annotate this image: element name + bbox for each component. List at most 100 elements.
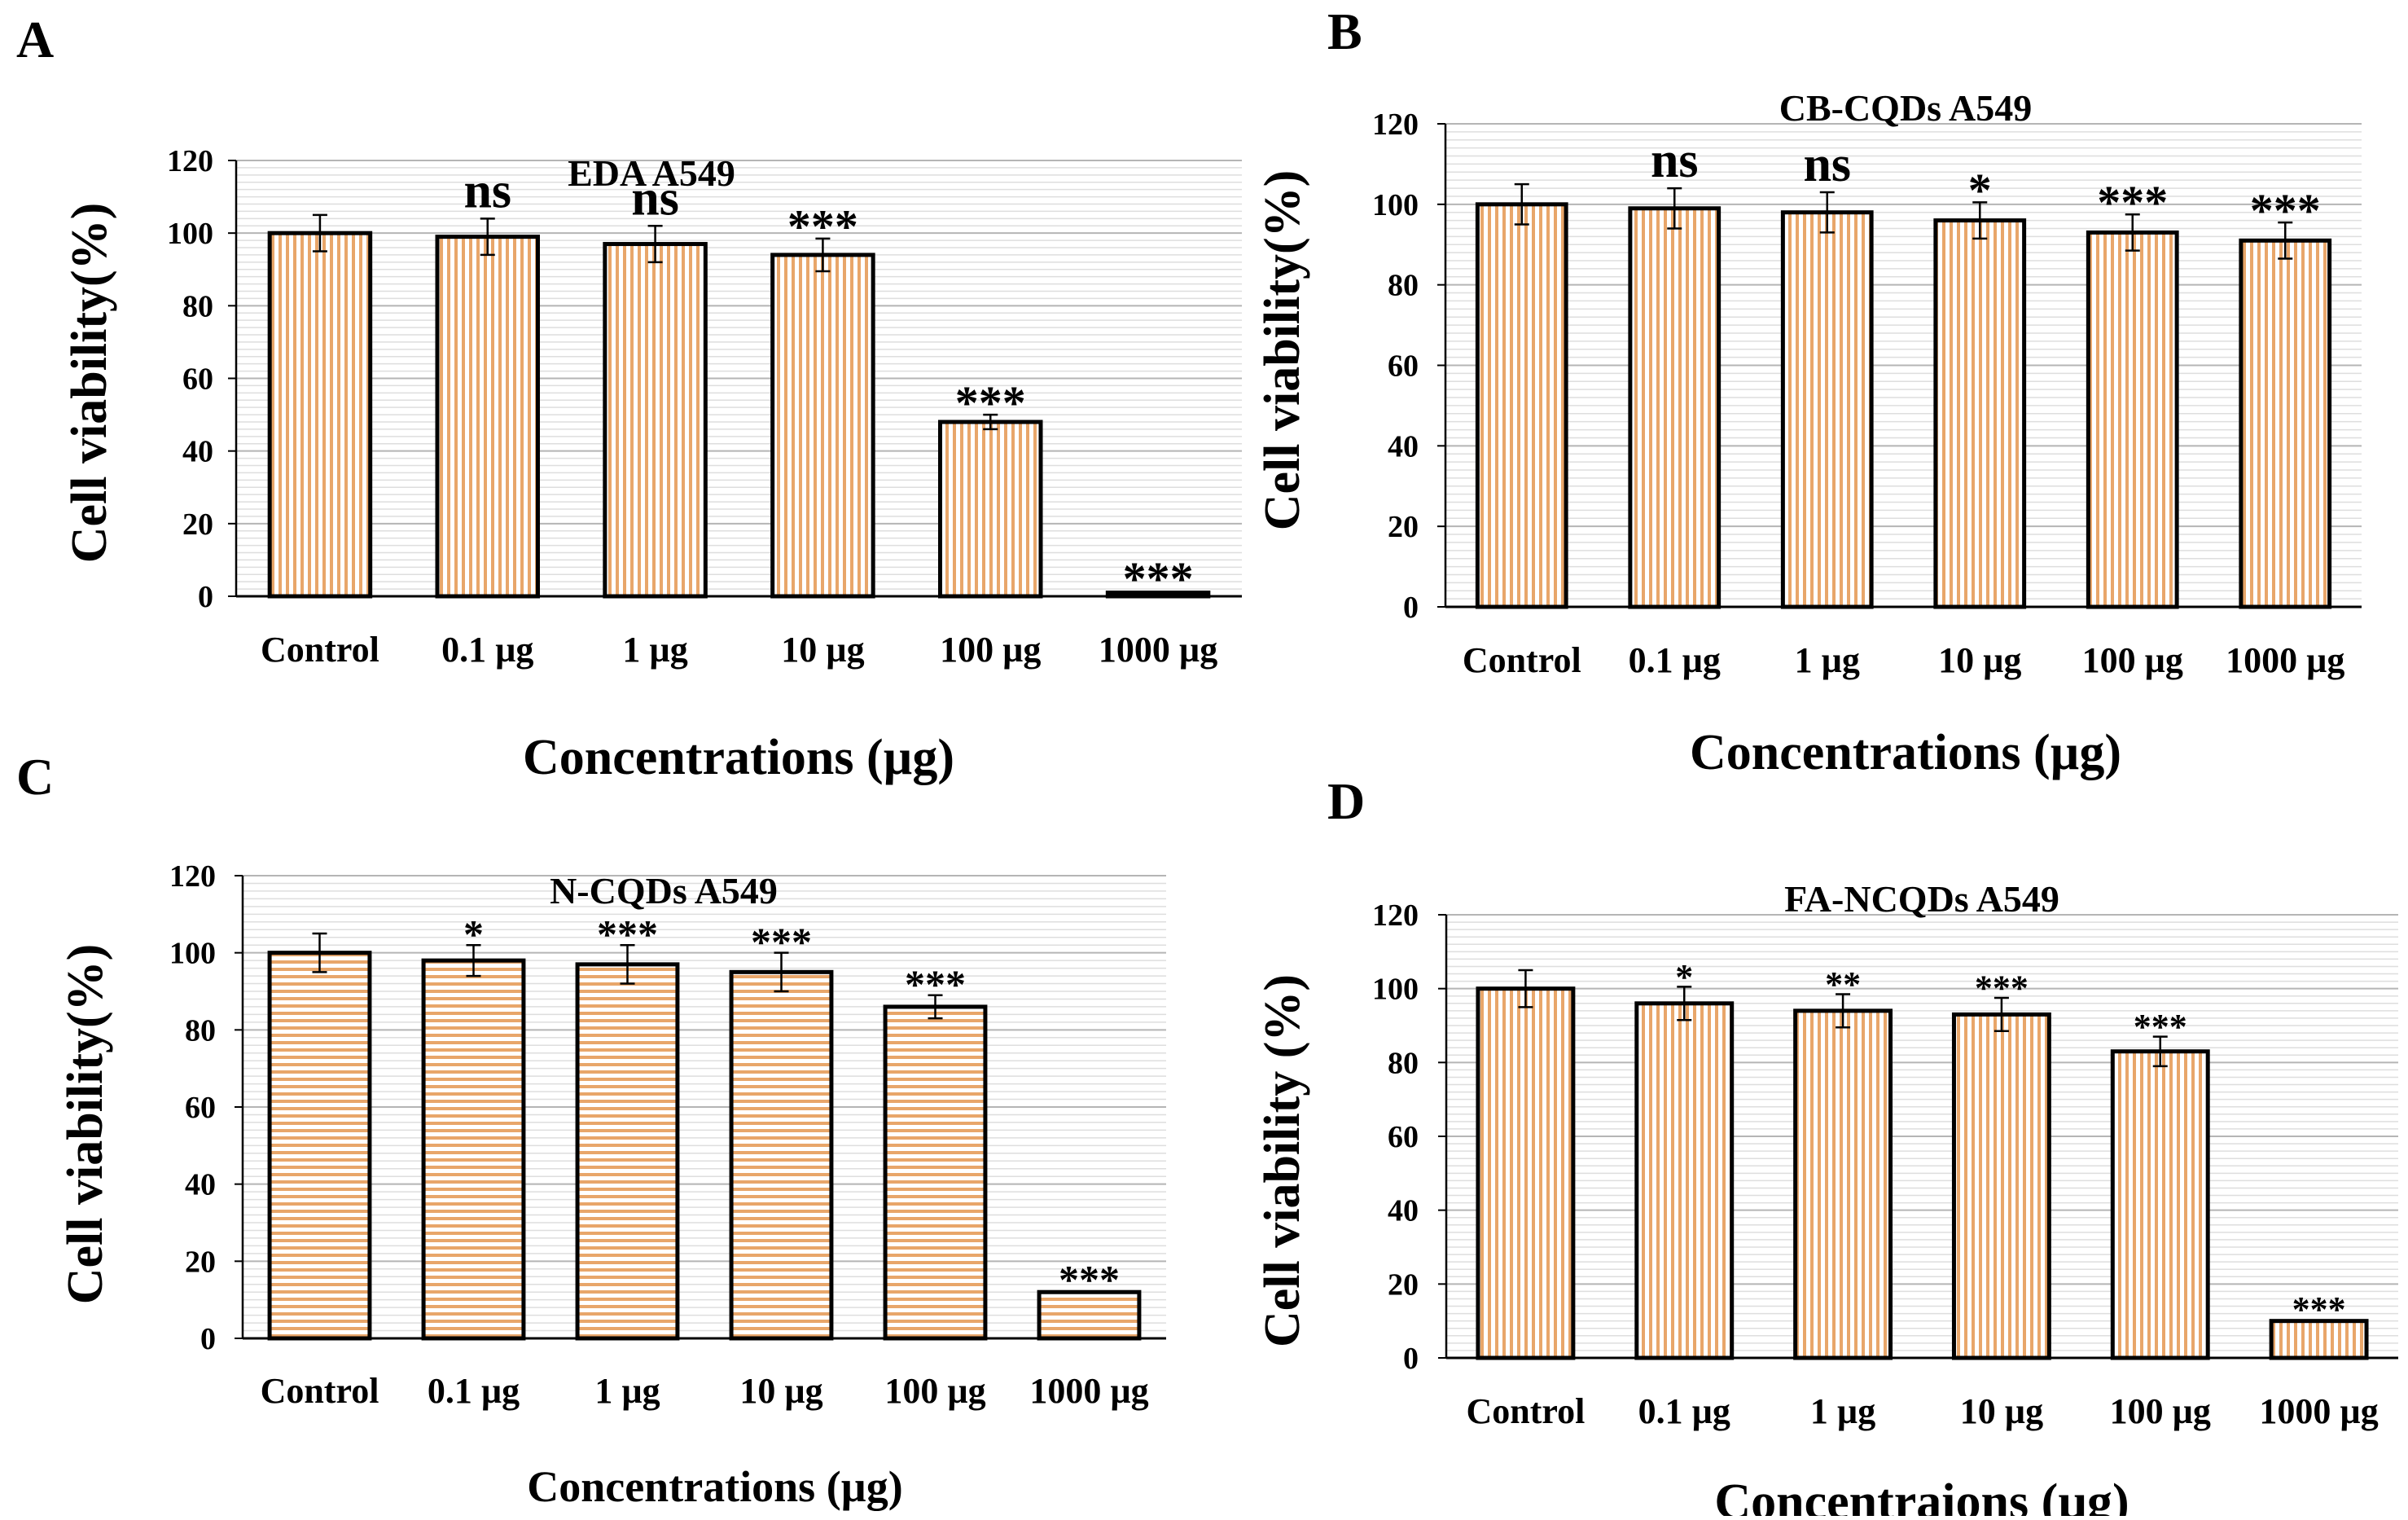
error-bar: [1677, 986, 1692, 1021]
bar-4: [729, 969, 834, 1341]
significance-label: *: [1968, 164, 1992, 217]
error-bar: [480, 217, 495, 257]
y-axis-title: Cell viability (%): [1255, 974, 1310, 1347]
significance-label: **: [1825, 964, 1861, 1004]
bar-4: [770, 253, 875, 599]
panel-letter: D: [1327, 772, 1365, 830]
error-bar: [983, 413, 998, 431]
y-tick-label: 60: [182, 362, 213, 397]
y-tick-label: 80: [1388, 1046, 1419, 1080]
y-tick-label: 100: [1372, 973, 1419, 1007]
x-category-label: 1000 µg: [2259, 1391, 2378, 1431]
bar-1: [267, 231, 373, 599]
y-tick-label: 60: [1388, 349, 1419, 384]
error-bar: [647, 225, 663, 264]
x-category-label: 1 µg: [594, 1371, 660, 1411]
bar-2: [1634, 1001, 1735, 1360]
bar-5: [883, 1004, 988, 1341]
bar-6: [2269, 1319, 2369, 1360]
bar-1: [1475, 202, 1568, 609]
bar-6: [1037, 1289, 1142, 1341]
x-category-label: Control: [1463, 640, 1581, 680]
x-category-label: 10 µg: [781, 630, 864, 670]
panel-letter: A: [16, 11, 54, 68]
x-category-label: Control: [261, 1371, 379, 1411]
error-bar: [2278, 221, 2293, 260]
x-category-label: 1000 µg: [1099, 630, 1217, 670]
bar-5: [2086, 230, 2179, 609]
y-tick-label: 100: [167, 217, 213, 251]
x-category-label: 1 µg: [622, 630, 687, 670]
x-category-label: 0.1 µg: [1638, 1391, 1730, 1431]
y-axis-title: Cell viability(%): [58, 944, 113, 1305]
bar-1: [1476, 986, 1576, 1360]
x-axis-title: Concentrations (µg): [523, 730, 954, 785]
error-bar: [1514, 182, 1529, 226]
y-tick-label: 40: [1388, 429, 1419, 463]
x-category-label: 1000 µg: [2226, 640, 2344, 680]
bar-2: [421, 958, 526, 1341]
x-category-label: 0.1 µg: [441, 630, 533, 670]
y-axis-title: Cell viability(%): [62, 203, 117, 564]
bar-4: [1933, 218, 2027, 609]
x-category-label: 100 µg: [2110, 1391, 2211, 1431]
y-tick-label: 120: [169, 859, 216, 894]
y-tick-label: 20: [1388, 510, 1419, 544]
x-category-label: 1 µg: [1795, 640, 1860, 680]
error-bar: [928, 994, 943, 1020]
significance-label: ns: [463, 163, 511, 218]
x-category-label: 100 µg: [884, 1371, 985, 1411]
x-category-label: 10 µg: [1938, 640, 2021, 680]
x-category-label: Control: [1466, 1391, 1585, 1431]
bar-2: [1628, 206, 1722, 609]
significance-label: ***: [2292, 1289, 2346, 1329]
significance-label: ns: [1803, 137, 1851, 192]
y-tick-label: 120: [1372, 108, 1419, 142]
y-tick-label: 60: [185, 1091, 216, 1125]
y-tick-label: 120: [1372, 898, 1419, 933]
y-tick-label: 20: [182, 507, 213, 542]
panel-letter: B: [1327, 2, 1362, 60]
significance-label: ***: [905, 961, 966, 1007]
y-axis-title: Cell viability(%): [1255, 170, 1310, 531]
error-bar: [2152, 1035, 2168, 1068]
x-category-label: 1 µg: [1810, 1391, 1875, 1431]
bar-3: [1780, 210, 1874, 609]
x-category-label: 0.1 µg: [428, 1371, 520, 1411]
significance-label: ns: [631, 170, 679, 226]
significance-label: ***: [955, 376, 1026, 429]
y-tick-label: 0: [1403, 1342, 1419, 1376]
significance-label: ***: [1123, 552, 1194, 605]
x-category-label: 10 µg: [1960, 1391, 2043, 1431]
significance-label: ***: [787, 200, 858, 253]
x-axis-title: Concentrations (µg): [1690, 725, 2121, 780]
x-category-label: 1000 µg: [1029, 1371, 1148, 1411]
y-tick-label: 20: [1388, 1267, 1419, 1302]
panel-d: D 0 20 40 60 80 100 120 Control * 0.1 µg ** 1 µg *** 1…: [1255, 772, 2398, 1520]
significance-label: ***: [1975, 969, 2029, 1008]
significance-label: ns: [1651, 133, 1699, 188]
error-bar: [1819, 191, 1835, 234]
y-tick-label: 0: [1403, 591, 1419, 625]
y-tick-label: 100: [1372, 188, 1419, 222]
panel-b: B 0 20 40 60 80 100 120 Control ns 0.1 µg ns 1 µg * 10…: [1255, 2, 2362, 780]
panel-a: A 0 20 40 60 80 100 120 Control ns 0.1 µg ns 1 µg ***…: [16, 11, 1242, 785]
bar-3: [603, 242, 708, 599]
significance-label: *: [1675, 957, 1693, 997]
error-bar: [774, 951, 789, 993]
error-bar: [312, 932, 327, 973]
bar-6: [2239, 238, 2332, 609]
bar-5: [938, 420, 1043, 599]
error-bar: [1994, 996, 2009, 1033]
significance-label: ***: [2097, 176, 2168, 229]
y-tick-label: 0: [198, 580, 213, 614]
significance-label: ***: [1059, 1256, 1120, 1302]
bar-2: [435, 235, 540, 599]
x-category-label: 10 µg: [739, 1371, 822, 1411]
error-bar: [1972, 201, 1988, 240]
y-tick-label: 120: [167, 144, 213, 178]
significance-label: ***: [2134, 1007, 2187, 1047]
chart-title: CB-CQDs A549: [1779, 87, 2033, 129]
